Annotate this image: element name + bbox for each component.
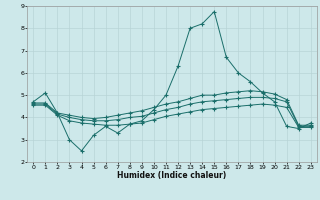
X-axis label: Humidex (Indice chaleur): Humidex (Indice chaleur) xyxy=(117,171,227,180)
